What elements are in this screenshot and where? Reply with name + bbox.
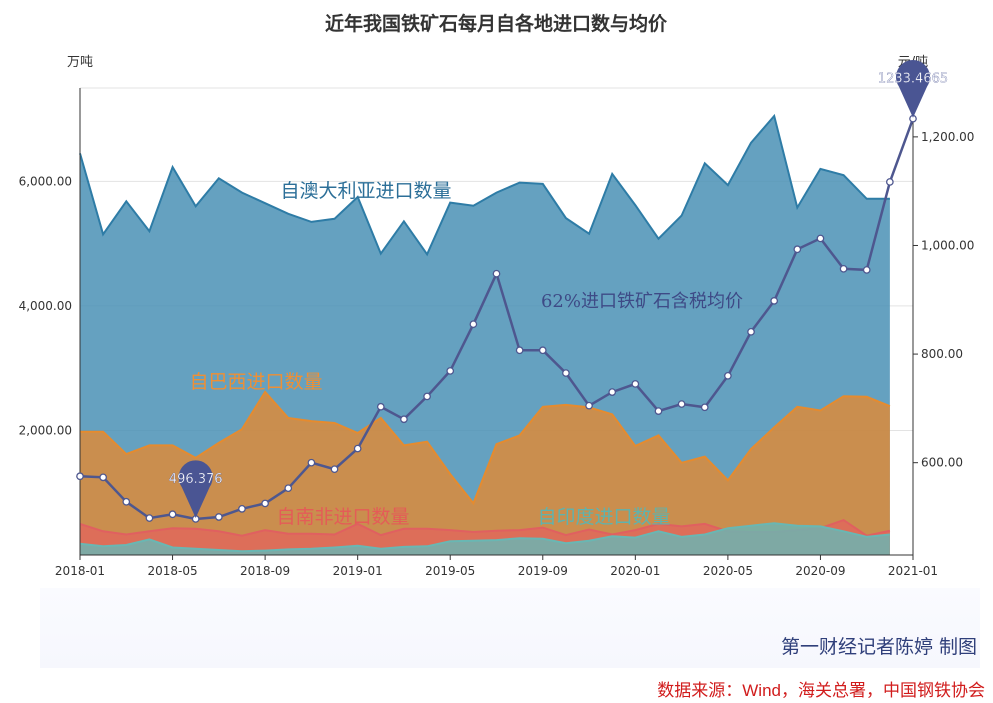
price-point	[839, 264, 848, 273]
series-line	[79, 522, 891, 553]
price-point	[862, 266, 871, 274]
chart-title: 近年我国铁矿石每月自各地进口数与均价	[325, 12, 668, 35]
price-point	[307, 458, 316, 467]
price-point	[469, 320, 478, 329]
price-point	[238, 504, 246, 513]
pin-marker	[178, 460, 213, 518]
series-label: 自南非进口数量	[276, 506, 409, 528]
x-tick-label: 2018-01	[55, 564, 105, 578]
y-left-tick-label: 4,000.00	[19, 299, 72, 313]
price-point	[631, 380, 640, 388]
x-tick-label: 2020-01	[610, 564, 660, 578]
price-point	[214, 513, 223, 521]
y-right-tick-label: 1,000.00	[921, 238, 974, 252]
x-tick-label: 2020-09	[795, 564, 845, 578]
y-left-tick-label: 6,000.00	[19, 174, 72, 188]
price-point	[562, 369, 570, 377]
y-right-tick-label: 600.00	[921, 456, 963, 470]
price-point	[654, 407, 663, 415]
data-source: 数据来源：Wind，海关总署，中国钢铁协会	[657, 681, 985, 700]
price-point	[793, 245, 802, 254]
pins: 496.376 1233.4665	[169, 60, 948, 518]
price-point	[168, 510, 177, 519]
price-point	[886, 178, 894, 186]
x-tick-label: 2018-09	[240, 564, 290, 578]
price-point	[677, 400, 686, 408]
y-right-tick-label: 1,200.00	[921, 130, 974, 144]
y-right-tick-label: 800.00	[921, 347, 963, 361]
price-point	[492, 269, 501, 278]
series-line	[79, 113, 890, 257]
price-point	[608, 388, 617, 396]
y-left-tick-label: 2,000.00	[19, 423, 72, 437]
price-point	[353, 444, 362, 453]
price-point	[770, 297, 779, 305]
pin-label: 496.376	[169, 472, 223, 487]
y-left-unit: 万吨	[67, 55, 93, 70]
credit-box	[40, 588, 980, 668]
price-line	[76, 114, 917, 523]
price-point	[446, 367, 455, 375]
price-point	[376, 402, 385, 411]
series-label: 自澳大利亚进口数量	[280, 180, 451, 202]
x-tick-label: 2021-01	[888, 564, 938, 578]
x-tick-label: 2018-05	[147, 564, 197, 578]
price-point	[76, 472, 84, 481]
price-point	[284, 484, 293, 493]
price-point	[99, 473, 107, 482]
series-line	[80, 390, 891, 506]
x-tick-label: 2019-09	[518, 564, 568, 578]
price-point	[816, 234, 825, 243]
pin-label: 1233.4665	[878, 72, 948, 87]
area-fill	[80, 523, 890, 555]
price-point	[538, 346, 547, 355]
price-point	[145, 514, 154, 522]
x-tick-label: 2019-05	[425, 564, 475, 578]
price-point	[330, 465, 339, 474]
pin-marker	[895, 60, 931, 118]
x-tick-label: 2019-01	[333, 564, 383, 578]
ticks: 2,000.00 4,000.00 6,000.00 600.00 800.00 1,00…	[19, 130, 975, 578]
price-point	[400, 415, 408, 424]
series-label: 自印度进口数量	[537, 506, 670, 528]
price-point	[261, 499, 269, 508]
series-label: 自巴西进口数量	[189, 371, 322, 393]
author-credit: 第一财经记者陈婷 制图	[780, 636, 977, 658]
price-point	[122, 497, 131, 506]
price-point	[515, 346, 524, 355]
area-fill	[80, 391, 890, 555]
price-point	[585, 401, 593, 410]
price-point	[423, 392, 431, 401]
price-point	[747, 327, 755, 336]
areas	[79, 113, 891, 555]
series-label: 62%进口铁矿石含税均价	[541, 291, 743, 312]
price-point	[724, 371, 732, 380]
price-point	[700, 403, 709, 412]
x-tick-label: 2020-05	[703, 564, 753, 578]
